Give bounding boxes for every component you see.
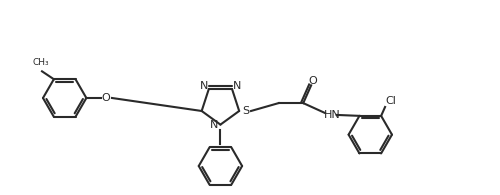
Text: S: S	[242, 106, 250, 116]
Text: O: O	[308, 76, 318, 86]
Text: N: N	[210, 120, 218, 130]
Text: N: N	[200, 81, 208, 91]
Text: O: O	[102, 93, 110, 103]
Text: N: N	[233, 81, 241, 91]
Text: HN: HN	[324, 110, 340, 120]
Text: Cl: Cl	[386, 96, 396, 106]
Text: CH₃: CH₃	[32, 58, 50, 67]
